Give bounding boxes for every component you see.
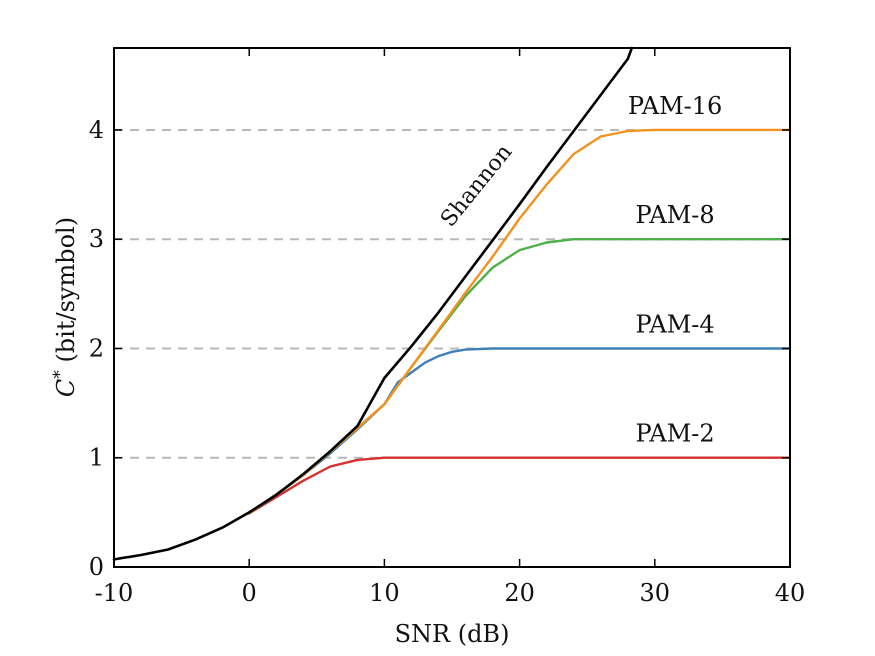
y-axis-label-main: C — [52, 379, 80, 397]
series-labels: PAM-16 PAM-8 PAM-4 PAM-2 Shannon — [436, 92, 722, 448]
y-tick-label: 4 — [89, 116, 104, 144]
x-tick-label: -10 — [95, 579, 134, 607]
y-axis-label-sup: * — [50, 370, 70, 379]
x-axis: -10 0 10 20 30 40 — [95, 48, 806, 607]
x-tick-label: 20 — [504, 579, 535, 607]
x-tick-label: 10 — [369, 579, 400, 607]
x-tick-label: 0 — [242, 579, 257, 607]
series-line-pam-2 — [248, 456, 792, 515]
y-axis: 0 1 2 3 4 — [89, 116, 790, 581]
series-line-shannon — [112, 46, 634, 561]
x-axis-label: SNR (dB) — [395, 620, 510, 648]
series-line-pam-8 — [248, 238, 792, 515]
y-tick-label: 0 — [89, 553, 104, 581]
plot-frame — [113, 47, 791, 568]
series-label: PAM-8 — [635, 201, 714, 229]
y-tick-label: 1 — [89, 444, 104, 472]
series-label: PAM-4 — [635, 310, 714, 338]
x-tick-label: 30 — [640, 579, 671, 607]
y-axis-label-rest: (bit/symbol) — [52, 217, 80, 370]
shannon-label: Shannon — [436, 140, 517, 232]
series-label: PAM-16 — [628, 92, 723, 120]
y-tick-label: 2 — [89, 334, 104, 362]
series-label: PAM-2 — [635, 420, 714, 448]
y-axis-label: C* (bit/symbol) — [50, 217, 80, 397]
series-layer — [112, 46, 792, 561]
series-line-pam-16 — [248, 128, 792, 515]
x-tick-label: 40 — [775, 579, 806, 607]
y-tick-label: 3 — [89, 225, 104, 253]
